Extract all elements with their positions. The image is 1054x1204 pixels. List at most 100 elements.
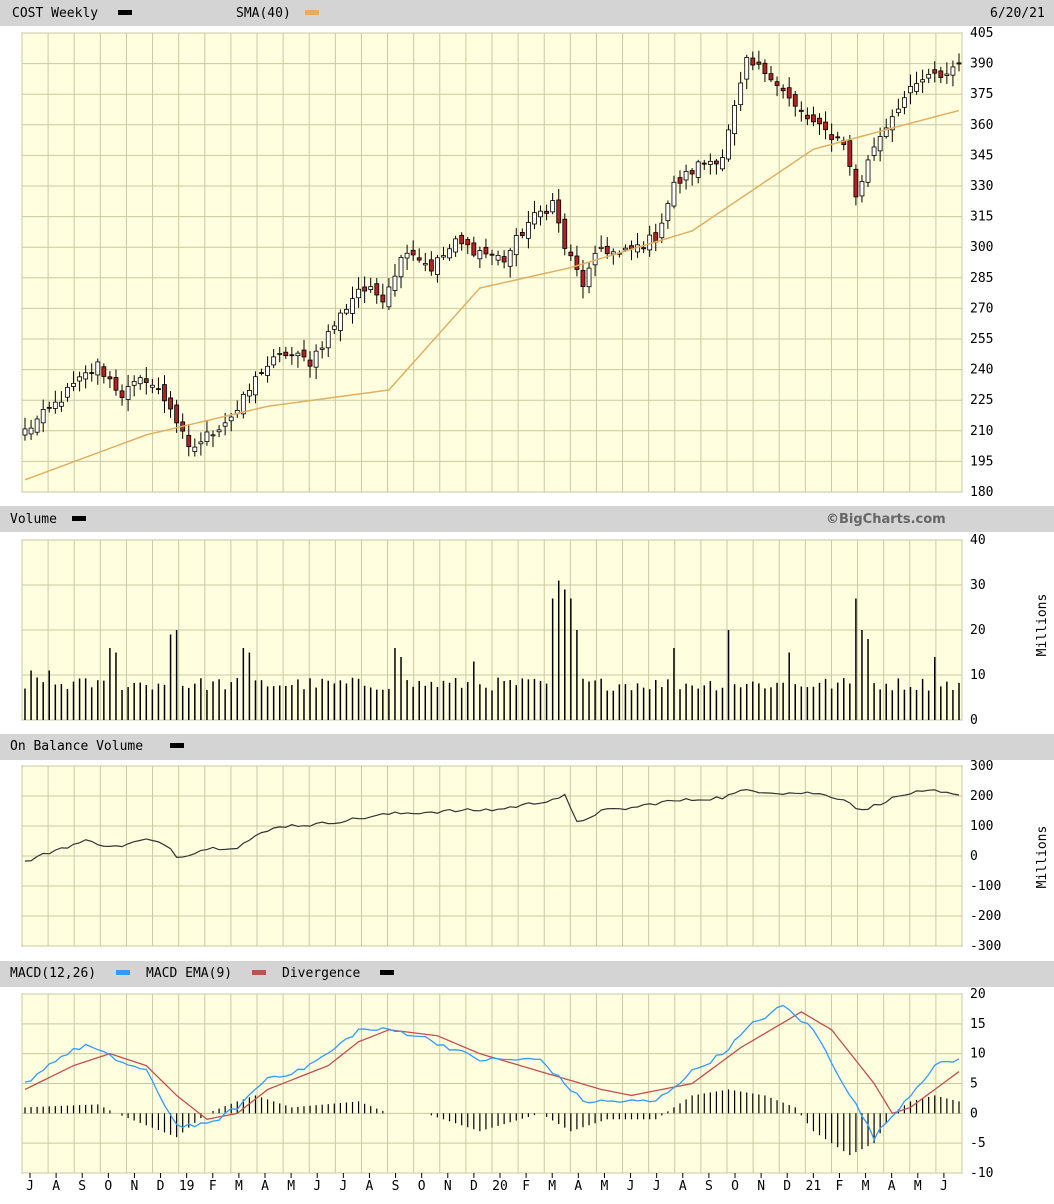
price-candle <box>483 246 489 255</box>
price-candle <box>562 218 568 249</box>
macd-ema-legend-swatch <box>252 970 266 975</box>
price-candle <box>859 180 865 197</box>
price-candle <box>428 259 434 272</box>
price-candle <box>804 114 810 120</box>
price-candle <box>544 210 549 214</box>
price-candle <box>271 356 277 366</box>
price-candle <box>344 308 349 314</box>
price-candle <box>77 376 82 382</box>
price-candle <box>950 66 956 76</box>
price-candle <box>768 73 774 81</box>
obv-legend-swatch <box>170 743 184 748</box>
price-candle <box>665 203 671 222</box>
divergence-label: Divergence <box>282 966 360 981</box>
price-candle <box>168 397 173 410</box>
price-candle <box>756 61 762 65</box>
month-label: M <box>914 1179 922 1194</box>
price-candle <box>325 331 331 349</box>
price-candle <box>568 251 574 257</box>
month-label: A <box>574 1179 582 1194</box>
price-ytick-label: 180 <box>970 485 993 500</box>
price-candle <box>222 422 228 427</box>
obv-title: On Balance Volume <box>10 739 143 754</box>
price-candle <box>28 427 34 435</box>
macd-header-bar <box>0 961 1054 987</box>
price-candle <box>113 377 119 391</box>
price-candle <box>216 429 222 433</box>
price-candle <box>889 116 895 131</box>
price-candle <box>714 160 719 165</box>
price-candle <box>58 401 64 407</box>
macd-ema-label: MACD EMA(9) <box>146 966 232 981</box>
sma-legend-swatch <box>305 10 319 15</box>
price-candle <box>495 254 501 261</box>
price-ytick-label: 360 <box>970 118 993 133</box>
month-label: M <box>601 1179 609 1194</box>
macd-ytick-label: 0 <box>970 1106 978 1121</box>
price-candle <box>331 325 337 330</box>
price-candle <box>738 82 744 106</box>
price-ytick-label: 255 <box>970 332 993 347</box>
price-candle <box>46 406 52 409</box>
month-label: F <box>522 1179 530 1194</box>
price-candle <box>695 161 701 178</box>
month-label: M <box>862 1179 870 1194</box>
price-candle <box>22 428 28 436</box>
price-candle <box>744 57 750 80</box>
macd-legend-swatch <box>116 970 130 975</box>
sma-line <box>24 109 960 481</box>
price-candle <box>586 267 592 288</box>
price-candle <box>380 294 386 303</box>
price-candle <box>762 62 768 75</box>
price-candle <box>623 247 628 251</box>
macd-line <box>24 1004 960 1141</box>
price-ytick-label: 195 <box>970 454 993 469</box>
symbol-legend-swatch <box>118 10 132 15</box>
price-candle <box>374 283 380 296</box>
obv-ytick-label: 300 <box>970 759 993 774</box>
price-candle <box>247 389 252 397</box>
macd-ytick-label: -10 <box>970 1166 993 1181</box>
price-candle <box>525 222 531 239</box>
price-candle <box>313 350 319 368</box>
price-candle <box>453 238 459 253</box>
price-candle <box>319 347 325 350</box>
price-candle <box>513 235 519 256</box>
price-candle <box>83 372 89 380</box>
month-label: N <box>131 1179 139 1194</box>
month-label: 20 <box>492 1179 508 1194</box>
price-ytick-label: 315 <box>970 210 993 225</box>
price-ytick-label: 270 <box>970 301 993 316</box>
price-candle <box>707 160 713 165</box>
price-candle <box>883 127 889 137</box>
price-candle <box>465 239 471 246</box>
volume-ytick-label: 0 <box>970 713 978 728</box>
price-candle <box>259 372 264 374</box>
price-candle <box>459 234 465 245</box>
price-candle <box>192 446 198 452</box>
price-candle <box>107 376 113 380</box>
price-candle <box>143 378 149 383</box>
month-label: J <box>653 1179 661 1194</box>
volume-legend-swatch <box>72 516 86 521</box>
price-candle <box>895 108 901 114</box>
price-ytick-label: 330 <box>970 179 993 194</box>
price-candle <box>938 70 944 78</box>
volume-header-bar <box>0 506 1054 532</box>
price-candle <box>792 94 798 107</box>
price-candle <box>641 247 647 250</box>
macd-ema-line <box>24 1011 960 1120</box>
price-candle <box>726 129 731 160</box>
price-candle <box>653 232 659 243</box>
price-candle <box>398 256 404 278</box>
price-candle <box>580 269 586 287</box>
volume-title: Volume <box>10 512 57 527</box>
price-candle <box>441 255 446 258</box>
price-candle <box>604 245 610 255</box>
price-candle <box>34 418 40 433</box>
price-candle <box>368 286 374 290</box>
month-label: O <box>104 1179 112 1194</box>
price-candle <box>774 81 780 86</box>
month-label: M <box>287 1179 295 1194</box>
